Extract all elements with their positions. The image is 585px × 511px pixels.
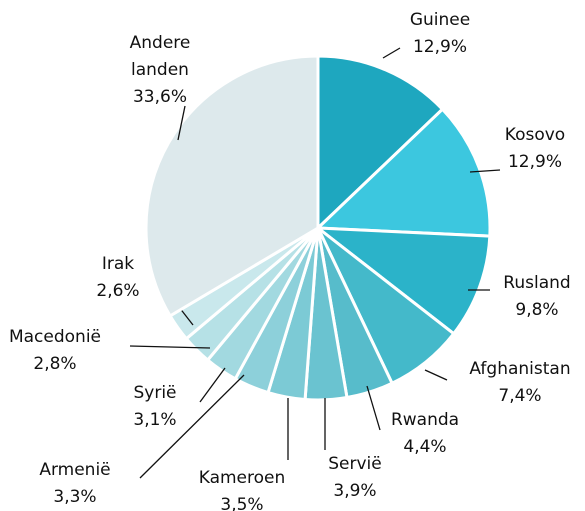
value-label: 2,6% bbox=[96, 281, 139, 301]
slice-label: Rwanda bbox=[391, 410, 459, 430]
value-label: 12,9% bbox=[508, 152, 562, 172]
value-label: 2,8% bbox=[33, 354, 76, 374]
leader-line bbox=[382, 47, 401, 59]
label-line: Andere bbox=[130, 33, 191, 53]
slice-label: Syrië bbox=[133, 383, 176, 403]
leader-line bbox=[366, 385, 381, 431]
value-label: 4,4% bbox=[403, 437, 446, 457]
label-line: landen bbox=[131, 60, 189, 80]
pie-slice bbox=[316, 54, 445, 232]
pie-slice bbox=[144, 54, 320, 318]
leader-line bbox=[139, 374, 245, 479]
value-label: 33,6% bbox=[133, 87, 187, 107]
value-label: 3,1% bbox=[133, 410, 176, 430]
pie-slice bbox=[313, 226, 492, 336]
pie-slice bbox=[314, 107, 492, 238]
value-label: 3,9% bbox=[333, 481, 376, 501]
slice-label: Afghanistan bbox=[469, 359, 570, 379]
value-label: 9,8% bbox=[515, 300, 558, 320]
slice-label: Rusland bbox=[503, 273, 570, 293]
value-label: 12,9% bbox=[413, 37, 467, 57]
value-label: 3,3% bbox=[53, 487, 96, 507]
value-label: 7,4% bbox=[498, 386, 541, 406]
slice-label: Irak bbox=[102, 254, 134, 274]
value-label: 3,5% bbox=[220, 495, 263, 511]
leader-line bbox=[129, 345, 211, 349]
slice-label: Macedonië bbox=[9, 327, 101, 347]
slice-label: Andere landen bbox=[130, 33, 191, 80]
slice-label: Servië bbox=[328, 454, 381, 474]
slice-label: Guinee bbox=[410, 10, 470, 30]
leader-line bbox=[199, 367, 226, 403]
slice-label: Kosovo bbox=[505, 125, 565, 145]
leader-line bbox=[469, 169, 501, 173]
leader-line bbox=[177, 105, 186, 141]
slice-label: Kameroen bbox=[199, 468, 286, 488]
slice-label: Armenië bbox=[39, 460, 110, 480]
leader-line bbox=[424, 369, 448, 381]
